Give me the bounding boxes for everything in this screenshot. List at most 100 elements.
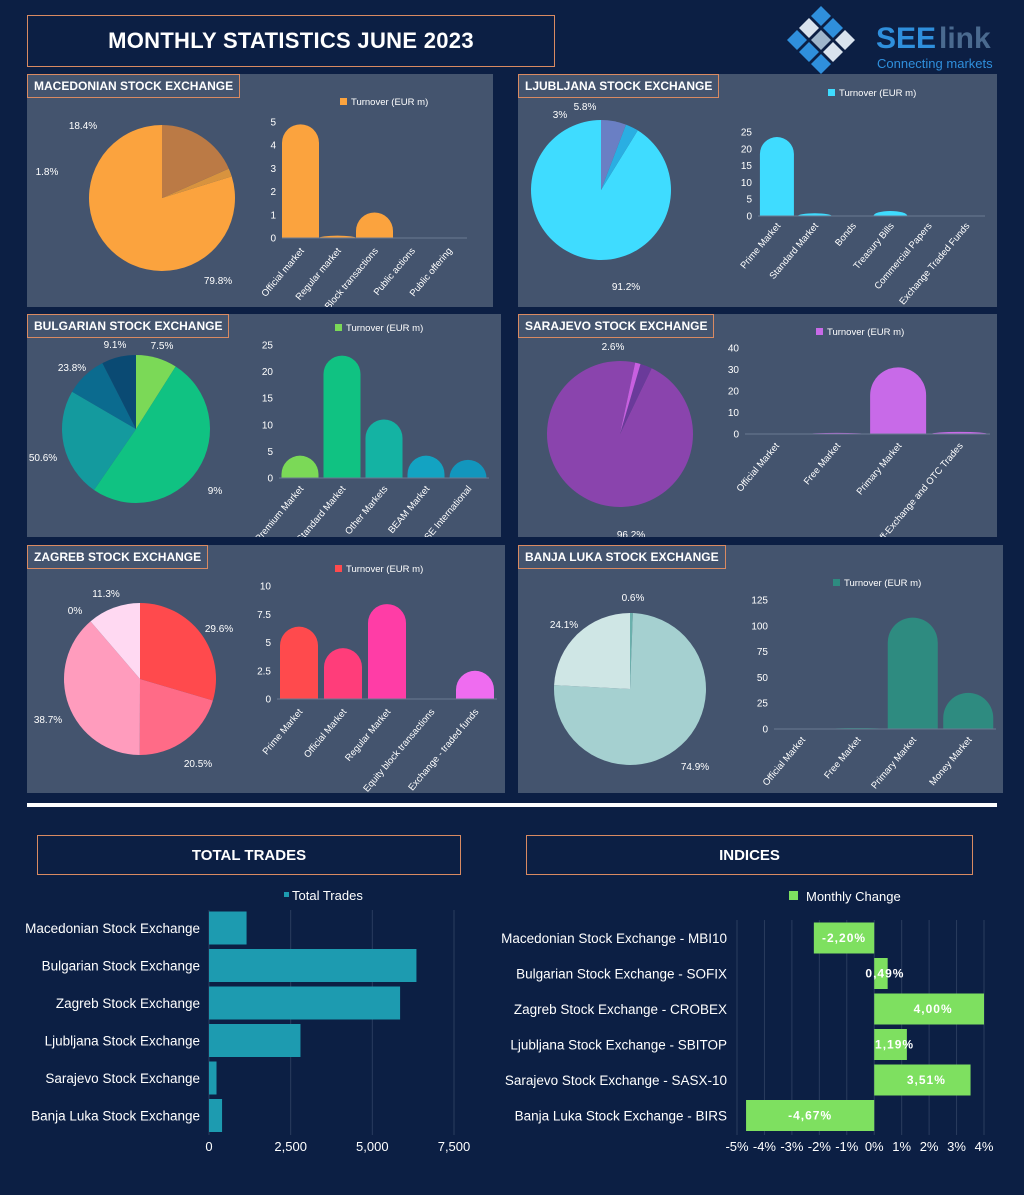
bar xyxy=(887,617,938,729)
bar xyxy=(365,419,403,478)
y-tick-label: 0 xyxy=(746,212,752,223)
total-trades-chart: 0 2,500 5,000 7,500 Total Trades Macedonian S… xyxy=(25,888,470,1154)
pie-slice-label: 50.6% xyxy=(29,453,57,464)
trades-bar xyxy=(209,1061,217,1095)
x-tick-label: -5% xyxy=(725,1139,749,1154)
category-label: Banja Luka Stock Exchange - BIRS xyxy=(515,1109,727,1124)
legend-swatch xyxy=(789,891,798,900)
pie-slice-label: 0% xyxy=(68,606,83,617)
pie-slice-label: 29.6% xyxy=(205,624,233,635)
bar xyxy=(280,626,318,699)
y-tick-label: 20 xyxy=(728,387,740,398)
total-trades-heading: TOTAL TRADES xyxy=(37,835,461,875)
bar xyxy=(407,455,445,478)
legend-swatch xyxy=(833,579,840,586)
y-tick-label: 1 xyxy=(270,210,276,221)
page-title: MONTHLY STATISTICS JUNE 2023 xyxy=(27,15,555,67)
trades-bar xyxy=(209,1024,301,1057)
x-tick-label: 0 xyxy=(205,1139,212,1154)
index-value-label: -2,20% xyxy=(822,931,866,945)
x-tick-label: 2% xyxy=(920,1139,939,1154)
legend-label: Turnover (EUR m) xyxy=(839,88,916,99)
pie-slice xyxy=(102,355,136,429)
legend-label: Turnover (EUR m) xyxy=(827,327,904,338)
y-tick-label: 50 xyxy=(757,673,769,684)
index-bar xyxy=(746,1100,875,1131)
panel-title: SARAJEVO STOCK EXCHANGE xyxy=(518,314,715,338)
y-tick-label: 75 xyxy=(757,647,769,658)
trades-bar xyxy=(209,949,417,982)
legend-swatch xyxy=(340,98,347,105)
pie-slice-label: 91.2% xyxy=(612,282,640,293)
section-divider xyxy=(27,803,997,807)
panel-title: BULGARIAN STOCK EXCHANGE xyxy=(27,314,230,338)
banja-luka-chart: 0.6% 74.9% 24.1% Turnover (EUR m) 0 25 50 75 100… xyxy=(550,578,996,791)
pie-slice-label: 11.3% xyxy=(92,589,120,600)
trades-bar xyxy=(209,911,247,945)
bar xyxy=(456,670,494,699)
legend-swatch xyxy=(816,328,823,335)
category-label: Zagreb Stock Exchange - CROBEX xyxy=(514,1002,727,1017)
pie-slice xyxy=(136,355,176,429)
x-tick-label: 4% xyxy=(975,1139,994,1154)
y-tick-label: 0 xyxy=(762,725,768,736)
y-tick-label: 10 xyxy=(728,408,740,419)
pie-slice xyxy=(72,363,136,429)
indices-heading: INDICES xyxy=(526,835,973,875)
y-tick-label: 5 xyxy=(267,447,273,458)
x-tick-label: 1% xyxy=(892,1139,911,1154)
pie-slice xyxy=(162,125,229,198)
pie-slice xyxy=(554,613,630,689)
bulgarian-chart: 9% 50.6% 23.8% 9.1% 7.5% Turnover (EUR m) 0 5 10… xyxy=(29,323,489,537)
x-tick-label: Money Market xyxy=(927,735,974,788)
bar xyxy=(356,212,394,238)
index-bar xyxy=(874,958,888,989)
y-tick-label: 10 xyxy=(260,582,272,593)
pie-slice xyxy=(139,679,213,755)
y-tick-label: 40 xyxy=(728,344,740,355)
x-tick-label: Official Market xyxy=(761,735,809,789)
index-bar xyxy=(874,1064,971,1096)
y-tick-label: 20 xyxy=(741,144,753,155)
trades-bar xyxy=(209,986,401,1020)
index-value-label: 4,00% xyxy=(914,1002,953,1016)
x-tick-label: Other Markets xyxy=(343,484,390,537)
y-tick-label: 5 xyxy=(746,195,752,206)
legend-label: Turnover (EUR m) xyxy=(346,323,423,334)
bar xyxy=(943,692,994,729)
pie-slice-label: 18.4% xyxy=(69,121,97,132)
x-tick-label: -2% xyxy=(808,1139,832,1154)
logo-brand-b: link xyxy=(939,22,991,55)
index-value-label: 3,51% xyxy=(907,1073,946,1087)
y-tick-label: 2 xyxy=(270,187,276,198)
pie-slice xyxy=(64,621,140,755)
pie-slice-label: 20.5% xyxy=(184,759,212,770)
legend-label: Total Trades xyxy=(292,888,363,903)
x-tick-label: -4% xyxy=(753,1139,777,1154)
x-tick-label: Prime Market xyxy=(261,707,306,758)
y-tick-label: 100 xyxy=(751,621,768,632)
category-label: Sarajevo Stock Exchange xyxy=(45,1071,200,1086)
index-value-label: 1,19% xyxy=(875,1038,914,1052)
y-tick-label: 15 xyxy=(262,394,274,405)
x-tick-label: 0% xyxy=(865,1139,884,1154)
category-label: Macedonian Stock Exchange - MBI10 xyxy=(501,931,727,946)
bar xyxy=(870,367,927,434)
macedonian-chart: 79.8%1.8%18.4%Turnover (EUR m)012345Offi… xyxy=(36,97,467,307)
y-tick-label: 125 xyxy=(751,596,768,607)
pie-slice xyxy=(554,613,706,765)
pie-slice-label: 23.8% xyxy=(58,363,86,374)
y-tick-label: 20 xyxy=(262,367,274,378)
pie-slice xyxy=(547,361,693,508)
index-bar xyxy=(874,1029,907,1060)
pie-slice xyxy=(62,391,136,490)
x-tick-label: Premium Market xyxy=(253,484,306,537)
pie-slice-label: 74.9% xyxy=(681,762,709,773)
y-tick-label: 5 xyxy=(270,118,276,129)
category-label: Bulgarian Stock Exchange - SOFIX xyxy=(516,967,727,982)
ljubljana-chart: 91.2%3%5.8%Turnover (EUR m)0510152025Pri… xyxy=(531,88,985,307)
panel-title: LJUBLJANA STOCK EXCHANGE xyxy=(518,74,720,98)
category-label: Ljubljana Stock Exchange - SBITOP xyxy=(510,1038,727,1053)
bar xyxy=(931,431,988,434)
legend-swatch xyxy=(284,892,289,897)
